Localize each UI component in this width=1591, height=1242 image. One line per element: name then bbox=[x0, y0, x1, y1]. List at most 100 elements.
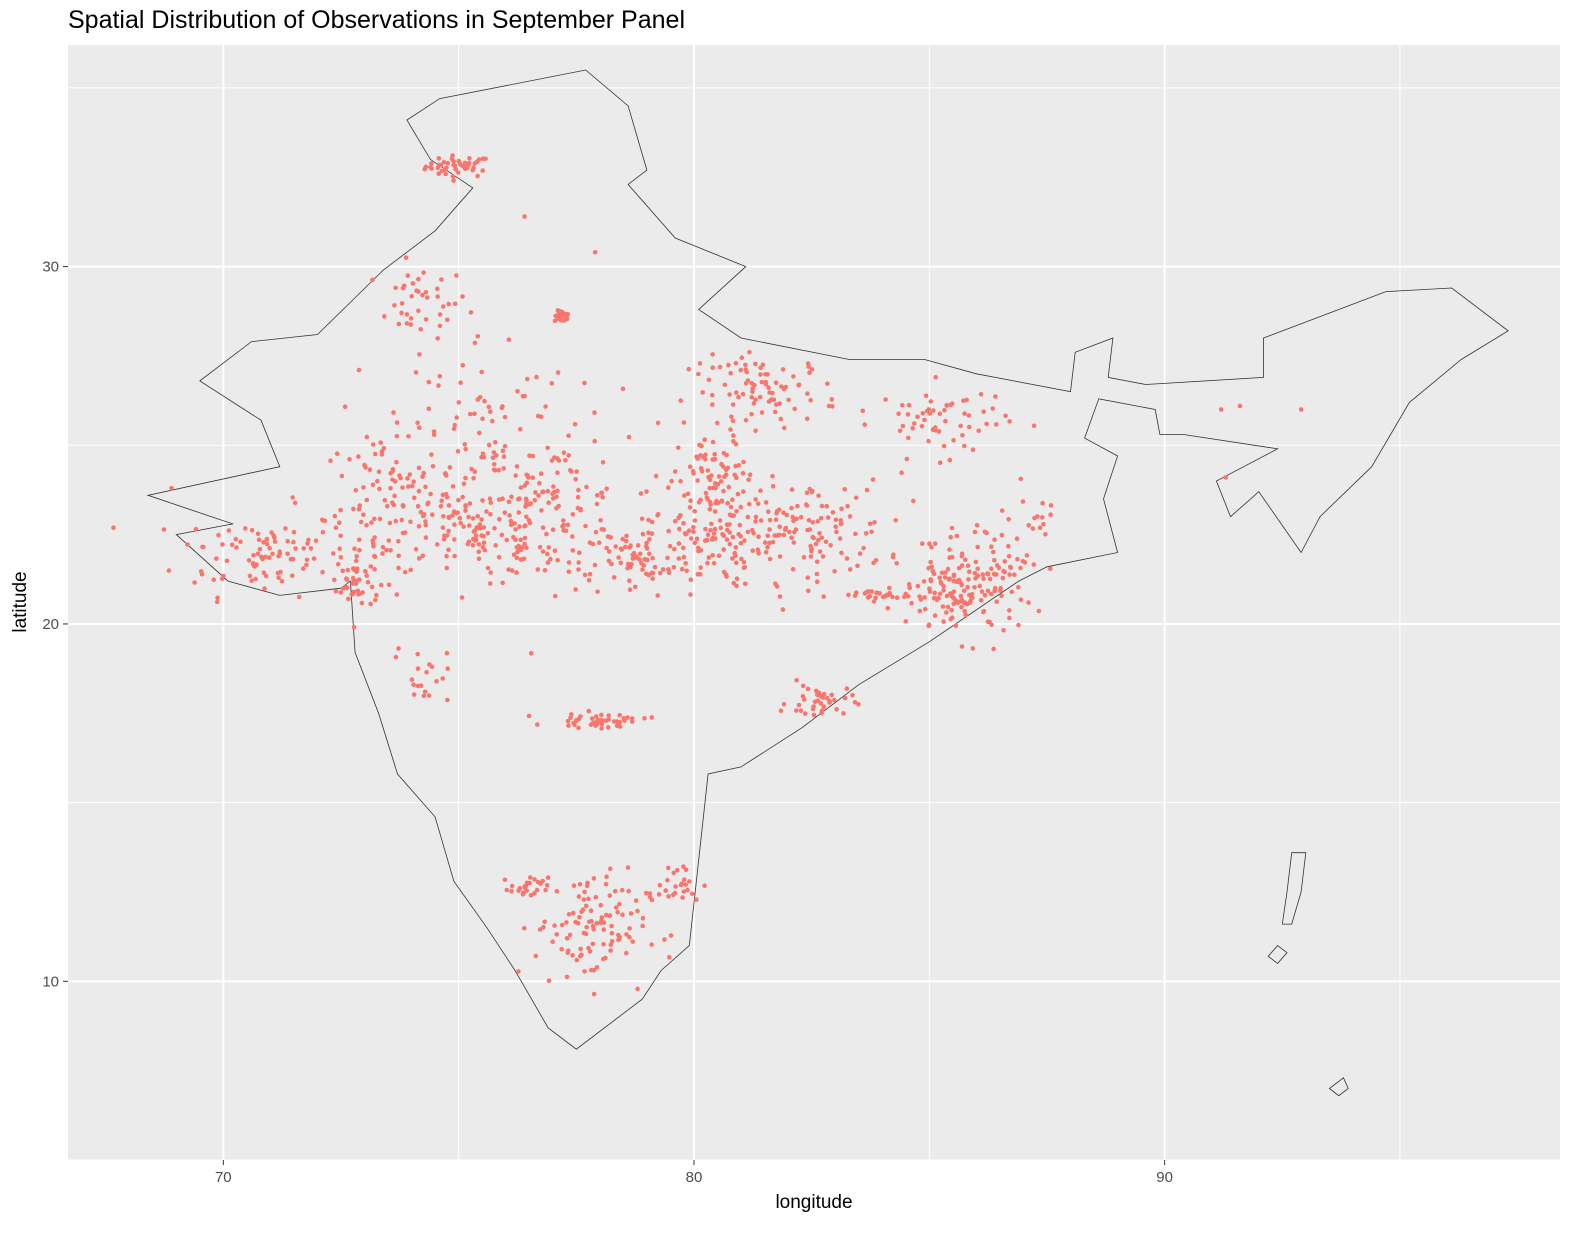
data-point bbox=[435, 336, 441, 341]
data-point bbox=[554, 932, 559, 937]
data-point bbox=[710, 365, 715, 371]
data-point bbox=[708, 528, 713, 533]
data-point bbox=[805, 391, 810, 396]
data-point bbox=[350, 591, 356, 597]
data-point bbox=[458, 380, 463, 386]
data-point bbox=[481, 525, 487, 530]
data-point bbox=[948, 534, 953, 540]
data-point bbox=[906, 435, 911, 441]
data-point bbox=[847, 567, 853, 572]
data-point bbox=[753, 397, 758, 403]
data-point bbox=[821, 691, 827, 697]
data-point bbox=[982, 529, 988, 535]
data-point bbox=[949, 525, 955, 531]
data-point bbox=[910, 426, 915, 431]
data-point bbox=[856, 702, 861, 707]
data-point bbox=[707, 485, 712, 491]
data-point bbox=[403, 255, 409, 260]
data-point bbox=[111, 525, 116, 530]
data-point bbox=[408, 519, 413, 525]
data-point bbox=[947, 457, 953, 463]
data-point bbox=[264, 536, 270, 542]
data-point bbox=[551, 484, 556, 489]
data-point bbox=[293, 546, 298, 551]
data-point bbox=[459, 595, 465, 600]
data-point bbox=[480, 498, 485, 503]
data-point bbox=[390, 467, 396, 472]
data-point bbox=[839, 550, 844, 556]
data-point bbox=[565, 522, 571, 528]
data-point bbox=[481, 540, 487, 545]
data-point bbox=[756, 534, 761, 539]
data-point bbox=[964, 397, 969, 403]
data-point bbox=[305, 541, 310, 546]
data-point bbox=[932, 613, 938, 618]
data-point bbox=[933, 596, 939, 601]
data-point bbox=[291, 529, 297, 535]
data-point bbox=[340, 568, 346, 574]
data-point bbox=[863, 531, 869, 536]
data-point bbox=[954, 533, 960, 539]
data-point bbox=[782, 425, 787, 431]
data-point bbox=[893, 518, 898, 523]
data-point bbox=[527, 502, 532, 507]
data-point bbox=[454, 415, 460, 420]
data-point bbox=[691, 529, 696, 534]
data-point bbox=[267, 545, 273, 551]
data-point bbox=[545, 875, 551, 880]
data-point bbox=[807, 527, 813, 532]
data-point bbox=[438, 504, 444, 509]
data-point bbox=[665, 555, 670, 561]
data-point bbox=[413, 370, 419, 375]
data-point bbox=[676, 541, 682, 546]
data-point bbox=[710, 485, 716, 491]
data-point bbox=[694, 897, 699, 902]
data-point bbox=[834, 529, 839, 535]
data-point bbox=[756, 551, 761, 556]
data-point bbox=[652, 564, 658, 570]
data-point bbox=[413, 547, 419, 552]
data-point bbox=[770, 473, 775, 479]
data-point bbox=[601, 942, 606, 947]
data-point bbox=[513, 537, 518, 543]
data-point bbox=[805, 686, 811, 692]
data-point bbox=[424, 669, 429, 675]
data-point bbox=[380, 544, 386, 550]
data-point bbox=[338, 590, 344, 595]
data-point bbox=[728, 370, 733, 376]
data-point bbox=[546, 545, 552, 550]
axis-ticks: 70 80 90 10 20 30 bbox=[42, 259, 1173, 1186]
data-point bbox=[776, 507, 782, 512]
data-point bbox=[522, 884, 527, 889]
data-point bbox=[477, 430, 482, 436]
data-point bbox=[393, 518, 399, 524]
data-point bbox=[734, 576, 740, 581]
data-point bbox=[817, 549, 823, 554]
data-point bbox=[219, 576, 225, 581]
data-point bbox=[781, 386, 787, 392]
data-point bbox=[584, 484, 589, 490]
data-point bbox=[582, 969, 587, 974]
data-point bbox=[899, 470, 904, 476]
data-point bbox=[646, 530, 651, 536]
data-point bbox=[600, 460, 606, 465]
data-point bbox=[350, 566, 356, 571]
data-point bbox=[989, 566, 994, 571]
data-point bbox=[627, 578, 632, 583]
data-point bbox=[780, 607, 786, 612]
data-point bbox=[388, 485, 393, 491]
data-point bbox=[342, 404, 348, 410]
data-point bbox=[870, 477, 876, 482]
data-point bbox=[683, 561, 688, 566]
data-point bbox=[481, 454, 487, 460]
data-point bbox=[949, 554, 955, 560]
data-point bbox=[758, 488, 763, 494]
data-point bbox=[981, 409, 986, 415]
data-point bbox=[583, 523, 588, 529]
data-point bbox=[730, 497, 735, 503]
data-point bbox=[492, 526, 497, 531]
data-point bbox=[808, 554, 814, 559]
data-point bbox=[966, 577, 971, 582]
data-point bbox=[702, 883, 707, 888]
data-point bbox=[564, 974, 570, 980]
